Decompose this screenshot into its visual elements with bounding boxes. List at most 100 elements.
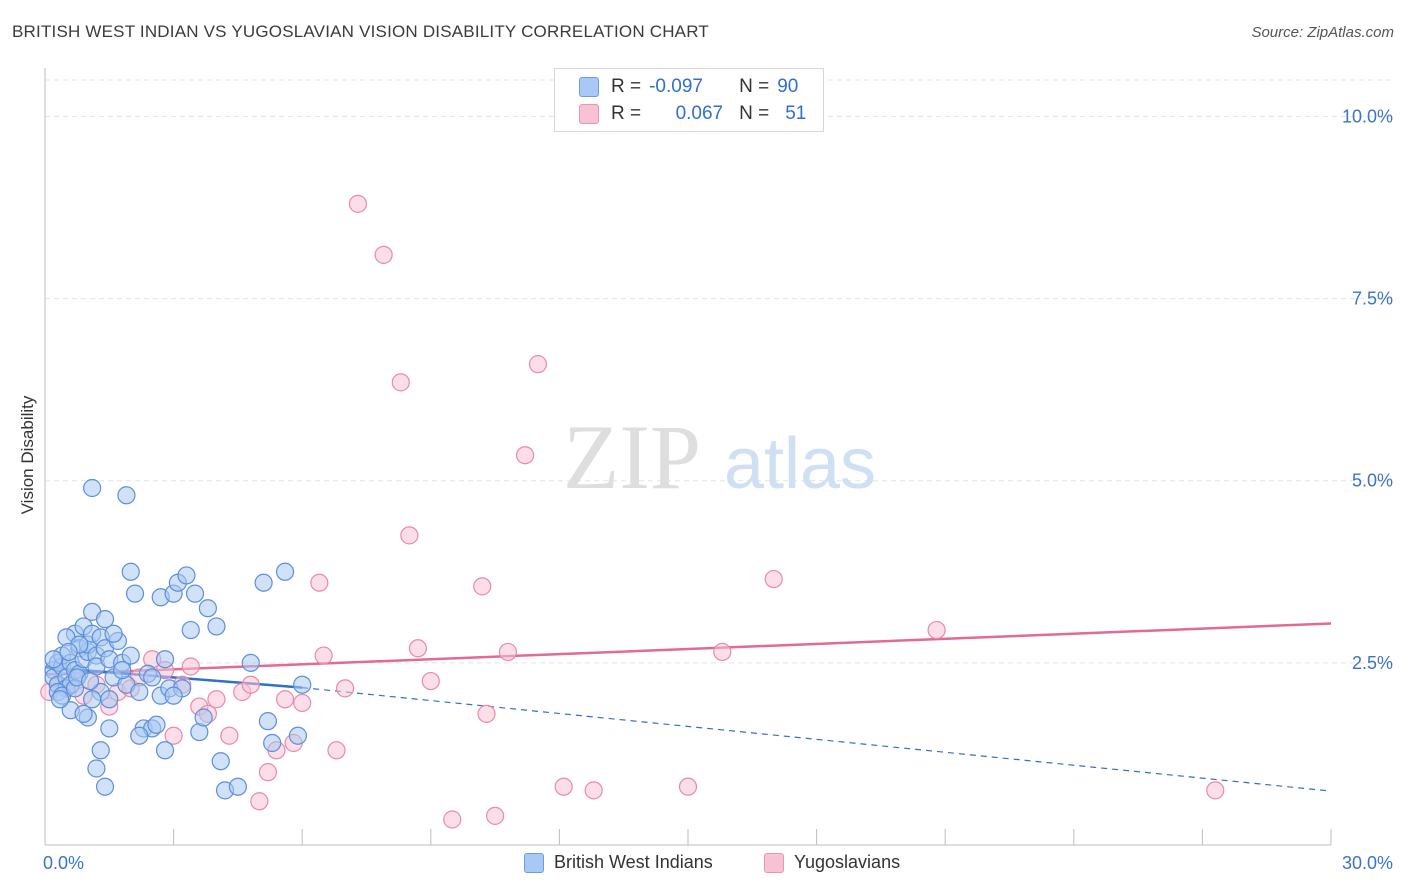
data-point-british-west-indians bbox=[185, 584, 205, 603]
data-point-british-west-indians bbox=[181, 620, 200, 640]
legend-swatch-blue bbox=[579, 77, 599, 97]
legend-n-label: N = bbox=[739, 76, 770, 97]
data-point-yugoslavians bbox=[327, 741, 346, 760]
data-point-british-west-indians bbox=[241, 653, 260, 672]
data-point-british-west-indians bbox=[275, 562, 295, 581]
data-point-yugoslavians bbox=[258, 763, 278, 782]
y-tick-label: 5.0% bbox=[1352, 471, 1393, 491]
data-point-british-west-indians bbox=[130, 682, 149, 702]
legend-label: Yugoslavians bbox=[794, 852, 901, 872]
x-tick-label-min: 0.0% bbox=[43, 853, 84, 873]
legend-row-pink: R = 0.067 N = 51 bbox=[579, 102, 806, 126]
data-point-yugoslavians bbox=[408, 639, 428, 658]
data-point-yugoslavians bbox=[477, 704, 496, 723]
data-point-british-west-indians bbox=[130, 726, 149, 745]
legend-item-yugoslavians: Yugoslavians bbox=[764, 852, 900, 873]
legend-n-value: 90 bbox=[777, 76, 799, 97]
data-point-british-west-indians bbox=[95, 610, 115, 629]
legend-r-value: -0.097 bbox=[649, 76, 703, 97]
source-label: Source: ZipAtlas.com bbox=[1251, 24, 1394, 41]
data-point-yugoslavians bbox=[486, 806, 505, 825]
watermark-atlas: atlas bbox=[724, 424, 876, 504]
data-point-yugoslavians bbox=[391, 373, 410, 392]
data-point-british-west-indians bbox=[228, 777, 247, 796]
data-point-yugoslavians bbox=[335, 679, 355, 698]
chart-title: BRITISH WEST INDIAN VS YUGOSLAVIAN VISIO… bbox=[12, 22, 709, 41]
data-point-british-west-indians bbox=[113, 661, 132, 680]
data-point-british-west-indians bbox=[143, 668, 162, 687]
data-point-british-west-indians bbox=[263, 733, 282, 753]
data-point-yugoslavians bbox=[584, 781, 603, 800]
data-point-british-west-indians bbox=[100, 719, 119, 738]
legend-row-blue: R = -0.097 N = 90 bbox=[579, 75, 798, 99]
data-point-british-west-indians bbox=[91, 741, 110, 760]
watermark-zip: ZIP bbox=[563, 406, 701, 508]
data-point-yugoslavians bbox=[678, 777, 698, 796]
data-point-yugoslavians bbox=[1206, 781, 1225, 800]
data-point-yugoslavians bbox=[207, 690, 226, 709]
data-point-yugoslavians bbox=[241, 675, 260, 694]
data-point-british-west-indians bbox=[258, 712, 278, 731]
series-yugoslavians bbox=[40, 194, 1225, 829]
legend-r-label: R = bbox=[611, 103, 642, 124]
data-point-british-west-indians bbox=[288, 726, 308, 745]
data-point-british-west-indians bbox=[83, 478, 102, 498]
data-point-yugoslavians bbox=[421, 671, 440, 691]
y-tick-label: 10.0% bbox=[1342, 106, 1393, 126]
data-point-british-west-indians bbox=[95, 777, 115, 796]
data-point-british-west-indians bbox=[125, 584, 145, 603]
data-point-british-west-indians bbox=[155, 741, 175, 760]
axes bbox=[44, 68, 1332, 846]
data-point-british-west-indians bbox=[293, 675, 312, 694]
correlation-legend: R = -0.097 N = 90 R = 0.067 N = 51 bbox=[554, 68, 824, 132]
data-point-yugoslavians bbox=[293, 693, 312, 713]
data-point-yugoslavians bbox=[164, 726, 183, 745]
data-point-yugoslavians bbox=[498, 642, 518, 662]
legend-swatch-pink bbox=[579, 104, 599, 124]
data-point-british-west-indians bbox=[121, 646, 140, 665]
data-point-british-west-indians bbox=[164, 686, 183, 705]
data-point-yugoslavians bbox=[250, 792, 269, 811]
grid-lines bbox=[45, 79, 1392, 664]
legend-r-value: 0.067 bbox=[675, 103, 724, 124]
data-point-yugoslavians bbox=[554, 777, 573, 796]
data-point-yugoslavians bbox=[713, 642, 732, 662]
data-point-yugoslavians bbox=[764, 569, 783, 589]
data-point-british-west-indians bbox=[155, 650, 175, 669]
data-point-british-west-indians bbox=[198, 599, 217, 618]
x-tick-label-max: 30.0% bbox=[1342, 853, 1393, 873]
data-point-british-west-indians bbox=[80, 671, 100, 691]
legend-n-value: 51 bbox=[785, 103, 807, 124]
data-point-british-west-indians bbox=[59, 642, 78, 662]
data-point-british-west-indians bbox=[100, 690, 119, 709]
data-point-british-west-indians bbox=[117, 486, 136, 505]
data-point-british-west-indians bbox=[44, 650, 63, 669]
data-point-british-west-indians bbox=[254, 573, 273, 592]
data-point-yugoslavians bbox=[516, 446, 535, 465]
data-point-yugoslavians bbox=[220, 726, 239, 745]
data-point-british-west-indians bbox=[211, 752, 230, 771]
data-point-british-west-indians bbox=[177, 566, 196, 585]
watermark: ZIP atlas bbox=[563, 406, 876, 508]
data-point-yugoslavians bbox=[275, 690, 295, 709]
series-legend: British West Indians Yugoslavians bbox=[0, 852, 1406, 878]
data-point-yugoslavians bbox=[528, 355, 548, 374]
axis-ticks: 2.5% 5.0% 7.5% 10.0% 0.0% 30.0% bbox=[43, 106, 1393, 873]
data-point-yugoslavians bbox=[443, 810, 462, 829]
legend-swatch-blue bbox=[524, 852, 544, 873]
y-tick-label: 7.5% bbox=[1352, 289, 1393, 309]
data-point-british-west-indians bbox=[207, 617, 226, 636]
data-point-yugoslavians bbox=[310, 573, 329, 592]
y-tick-label: 2.5% bbox=[1352, 653, 1393, 673]
trend-lines bbox=[44, 622, 1332, 792]
trend-line-blue-extrapolated bbox=[302, 687, 1332, 792]
data-point-british-west-indians bbox=[147, 715, 166, 734]
legend-r-label: R = bbox=[611, 76, 642, 97]
data-point-british-west-indians bbox=[50, 690, 70, 709]
data-point-british-west-indians bbox=[87, 759, 106, 778]
data-point-yugoslavians bbox=[927, 620, 946, 640]
data-point-british-west-indians bbox=[121, 562, 140, 581]
data-point-yugoslavians bbox=[473, 577, 492, 596]
trend-line-pink bbox=[44, 622, 1332, 676]
